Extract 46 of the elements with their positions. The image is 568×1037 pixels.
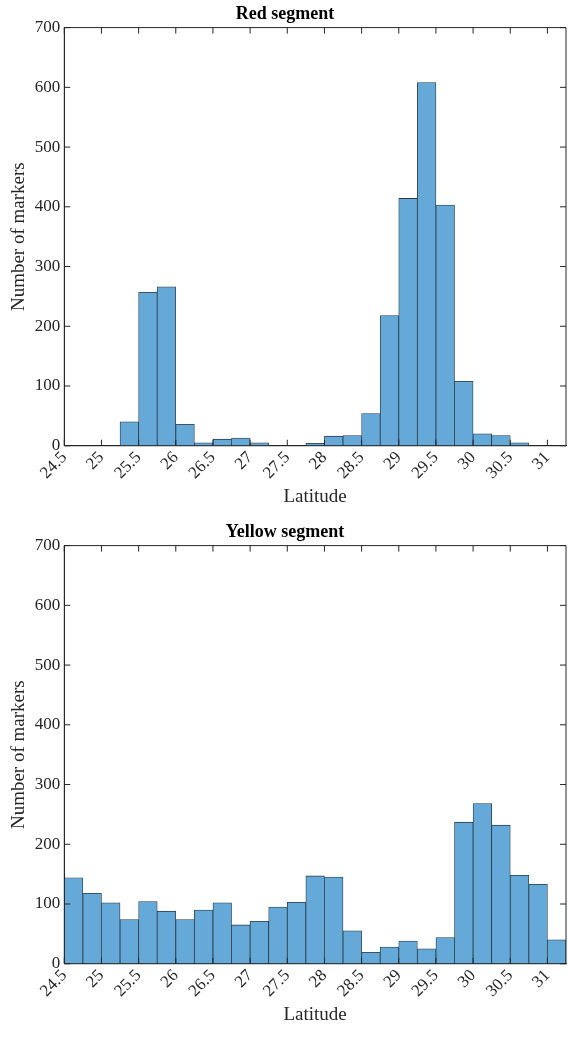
x-tick-label: 29.5 [407, 447, 442, 482]
x-tick-label: 30.5 [481, 965, 517, 1000]
x-tick-label: 30.5 [481, 447, 517, 482]
y-tick-label: 700 [34, 17, 61, 37]
y-tick-label: 500 [34, 654, 61, 674]
x-tick-label: 31 [527, 965, 554, 991]
y-tick-label: 300 [34, 774, 61, 794]
x-tick-label: 27 [230, 965, 257, 991]
x-tick-label: 25.5 [110, 965, 145, 1000]
x-tick-label: 28.5 [333, 965, 368, 1000]
x-tick-label: 26 [156, 965, 182, 991]
y-tick-label: 600 [34, 594, 61, 614]
x-tick-label: 30 [453, 965, 480, 991]
y-tick-label: 600 [34, 76, 61, 96]
y-tick-label: 100 [34, 893, 61, 913]
x-tick-label: 25.5 [110, 447, 145, 482]
x-tick-label: 30 [453, 447, 480, 473]
y-axis-title: Number of markers [7, 680, 29, 830]
x-tick-label: 29 [379, 965, 405, 991]
y-axis-title: Number of markers [7, 162, 29, 312]
x-axis-title: Latitude [283, 1002, 347, 1024]
x-tick-label: 28 [304, 965, 331, 991]
x-tick-label: 27.5 [258, 447, 294, 482]
x-tick-label: 31 [527, 447, 554, 473]
y-tick-label: 100 [34, 375, 61, 395]
x-tick-label: 26.5 [184, 447, 219, 482]
chart-title: Red segment [235, 3, 335, 24]
y-tick-label: 300 [34, 256, 61, 276]
y-tick-label: 200 [34, 315, 61, 335]
x-tick-label: 25 [82, 965, 108, 991]
y-tick-label: 500 [34, 136, 61, 156]
x-tick-label: 29.5 [407, 965, 442, 1000]
x-tick-label: 28.5 [333, 447, 368, 482]
x-tick-label: 26.5 [184, 965, 219, 1000]
x-tick-label: 27 [230, 447, 257, 473]
y-tick-label: 200 [34, 833, 61, 853]
y-tick-label: 700 [34, 535, 61, 555]
x-tick-label: 29 [379, 447, 405, 473]
x-tick-label: 26 [156, 447, 182, 473]
x-tick-label: 28 [304, 447, 331, 473]
x-tick-label: 25 [82, 447, 108, 473]
x-axis-title: Latitude [283, 484, 347, 506]
y-tick-label: 400 [34, 196, 61, 216]
chart-title: Yellow segment [225, 521, 345, 542]
y-tick-label: 400 [34, 714, 61, 734]
x-tick-label: 27.5 [258, 965, 294, 1000]
